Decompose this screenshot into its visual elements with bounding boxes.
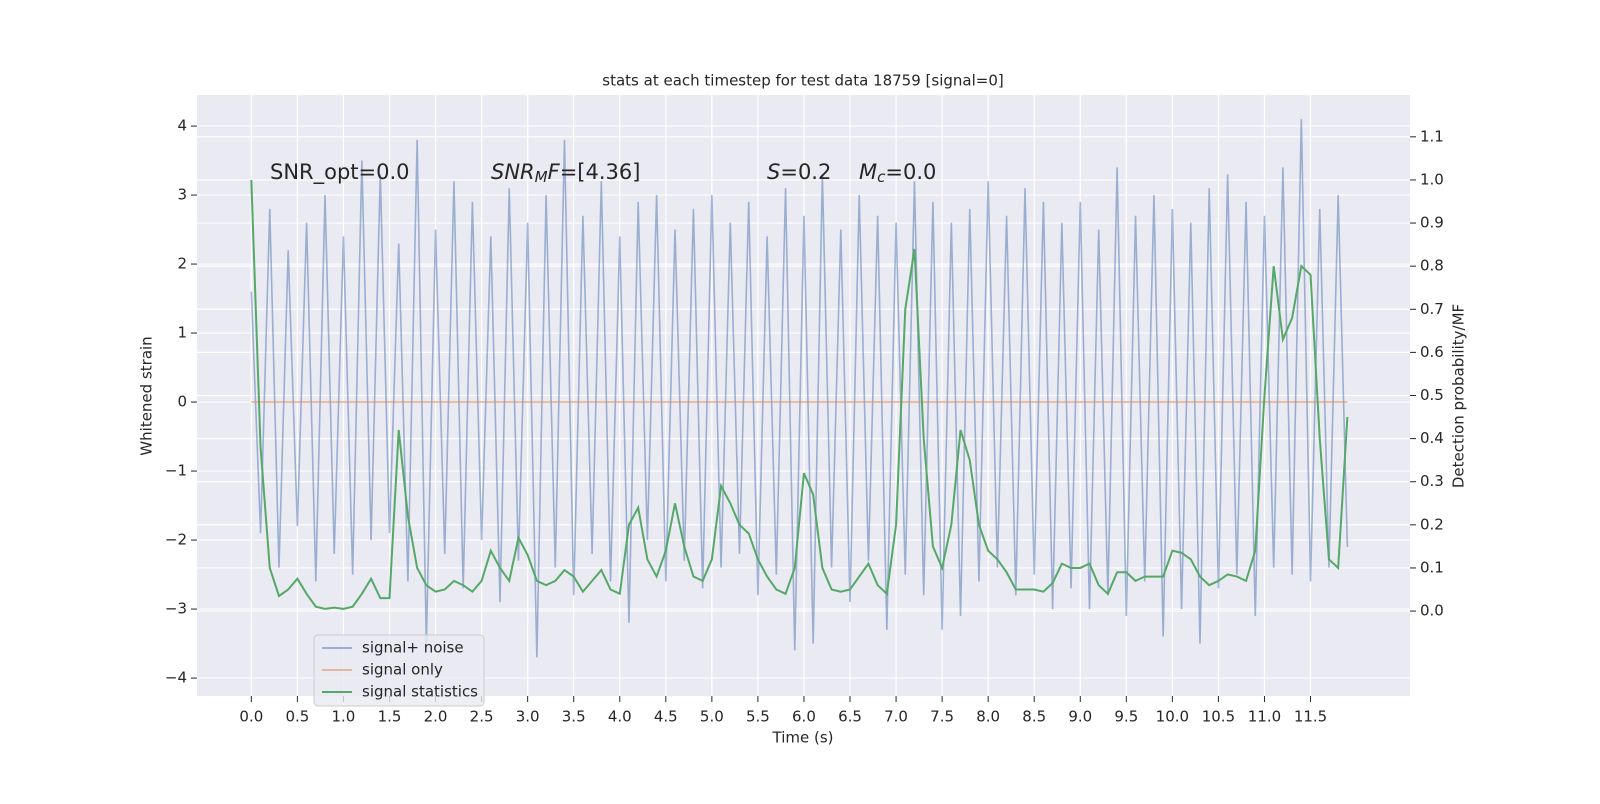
annotation-part: c: [877, 168, 886, 186]
x-tick-label: 3.5: [562, 708, 586, 726]
x-tick-label: 7.0: [884, 708, 908, 726]
x-tick-label: 11.0: [1248, 708, 1281, 726]
y2-tick-label: 0.2: [1420, 515, 1444, 533]
x-tick-label: 4.0: [608, 708, 632, 726]
y2-tick-label: 0.8: [1420, 257, 1444, 275]
marks: [250, 119, 1349, 658]
legend: signal+ noise signal only signal statistic…: [313, 634, 485, 707]
y-tick-label: −2: [165, 531, 187, 549]
legend-label: signal statistics: [362, 683, 478, 701]
annotation: S=0.2: [767, 160, 831, 184]
y-tick-label: 2: [177, 255, 187, 273]
annotation-part: M: [859, 160, 877, 184]
y-tick-label: −3: [165, 600, 187, 618]
annotation-part: =0.0: [885, 160, 936, 184]
annotation-part: =0.2: [780, 160, 831, 184]
legend-label: signal+ noise: [362, 639, 464, 657]
x-tick-label: 9.5: [1114, 708, 1138, 726]
x-axis-label: Time (s): [772, 729, 834, 747]
x-tick-label: 2.0: [424, 708, 448, 726]
x-tick-label: 0.0: [239, 708, 263, 726]
y2-tick-label: 0.9: [1420, 214, 1444, 232]
y-axis-label: Whitened strain: [138, 336, 156, 455]
x-tick-label: 9.0: [1068, 708, 1092, 726]
legend-label: signal only: [362, 661, 443, 679]
annotation-part: F: [548, 160, 561, 184]
y2-tick-label: 1.0: [1420, 170, 1444, 188]
axes: 0.0 0.5 1.0 1.5 2.0 2.5 3.0 3.5 4.0 4.5 5.0 5.5 6.0 6…: [165, 117, 1444, 726]
x-tick-label: 8.5: [1022, 708, 1046, 726]
y2-tick-label: 0.1: [1420, 558, 1444, 576]
y-tick-label: −4: [165, 669, 187, 687]
x-tick-label: 0.5: [285, 708, 309, 726]
y2-axis-label: Detection probability/MF: [1450, 304, 1468, 488]
y2-tick-label: 1.1: [1420, 127, 1444, 145]
y-tick-label: 3: [177, 186, 187, 204]
x-tick-label: 1.5: [378, 708, 402, 726]
annotation-part: M: [535, 168, 548, 186]
x-tick-label: 5.5: [746, 708, 770, 726]
chart-title: stats at each timestep for test data 187…: [602, 72, 1003, 90]
legend-box: [313, 634, 485, 707]
annotation-part: S: [767, 160, 780, 184]
x-tick-label: 11.5: [1294, 708, 1327, 726]
annotation: SNRMF=[4.36]: [491, 160, 640, 186]
annotations: SNR_opt=0.0 SNRMF=[4.36] S=0.2 Mc=0.0: [270, 160, 936, 186]
annotation-part: =[4.36]: [560, 160, 641, 184]
y2-tick-label: 0.5: [1420, 386, 1444, 404]
x-tick-label: 5.0: [700, 708, 724, 726]
y2-tick-label: 0.4: [1420, 429, 1444, 447]
x-tick-label: 4.5: [654, 708, 678, 726]
y-tick-label: 0: [177, 393, 187, 411]
x-tick-label: 7.5: [930, 708, 954, 726]
y2-tick-label: 0.3: [1420, 472, 1444, 490]
y-tick-label: −1: [165, 462, 187, 480]
y2-tick-label: 0.6: [1420, 343, 1444, 361]
series-line: [250, 179, 1349, 610]
y2-tick-label: 0.0: [1420, 602, 1444, 620]
annotation: SNR_opt=0.0: [270, 160, 410, 185]
x-tick-label: 10.0: [1156, 708, 1189, 726]
x-tick-label: 3.0: [516, 708, 540, 726]
y-tick-label: 1: [177, 324, 187, 342]
annotation-part: SNR: [491, 160, 535, 184]
y2-tick-label: 0.7: [1420, 300, 1444, 318]
annotation-part: SNR_opt=0.0: [270, 160, 410, 185]
x-tick-label: 1.0: [332, 708, 356, 726]
x-tick-label: 6.5: [838, 708, 862, 726]
x-tick-label: 2.5: [470, 708, 494, 726]
series-line: [250, 119, 1349, 658]
x-tick-label: 6.0: [792, 708, 816, 726]
annotation: Mc=0.0: [859, 160, 936, 186]
y-tick-label: 4: [177, 117, 187, 135]
x-tick-label: 10.5: [1202, 708, 1235, 726]
x-tick-label: 8.0: [976, 708, 1000, 726]
